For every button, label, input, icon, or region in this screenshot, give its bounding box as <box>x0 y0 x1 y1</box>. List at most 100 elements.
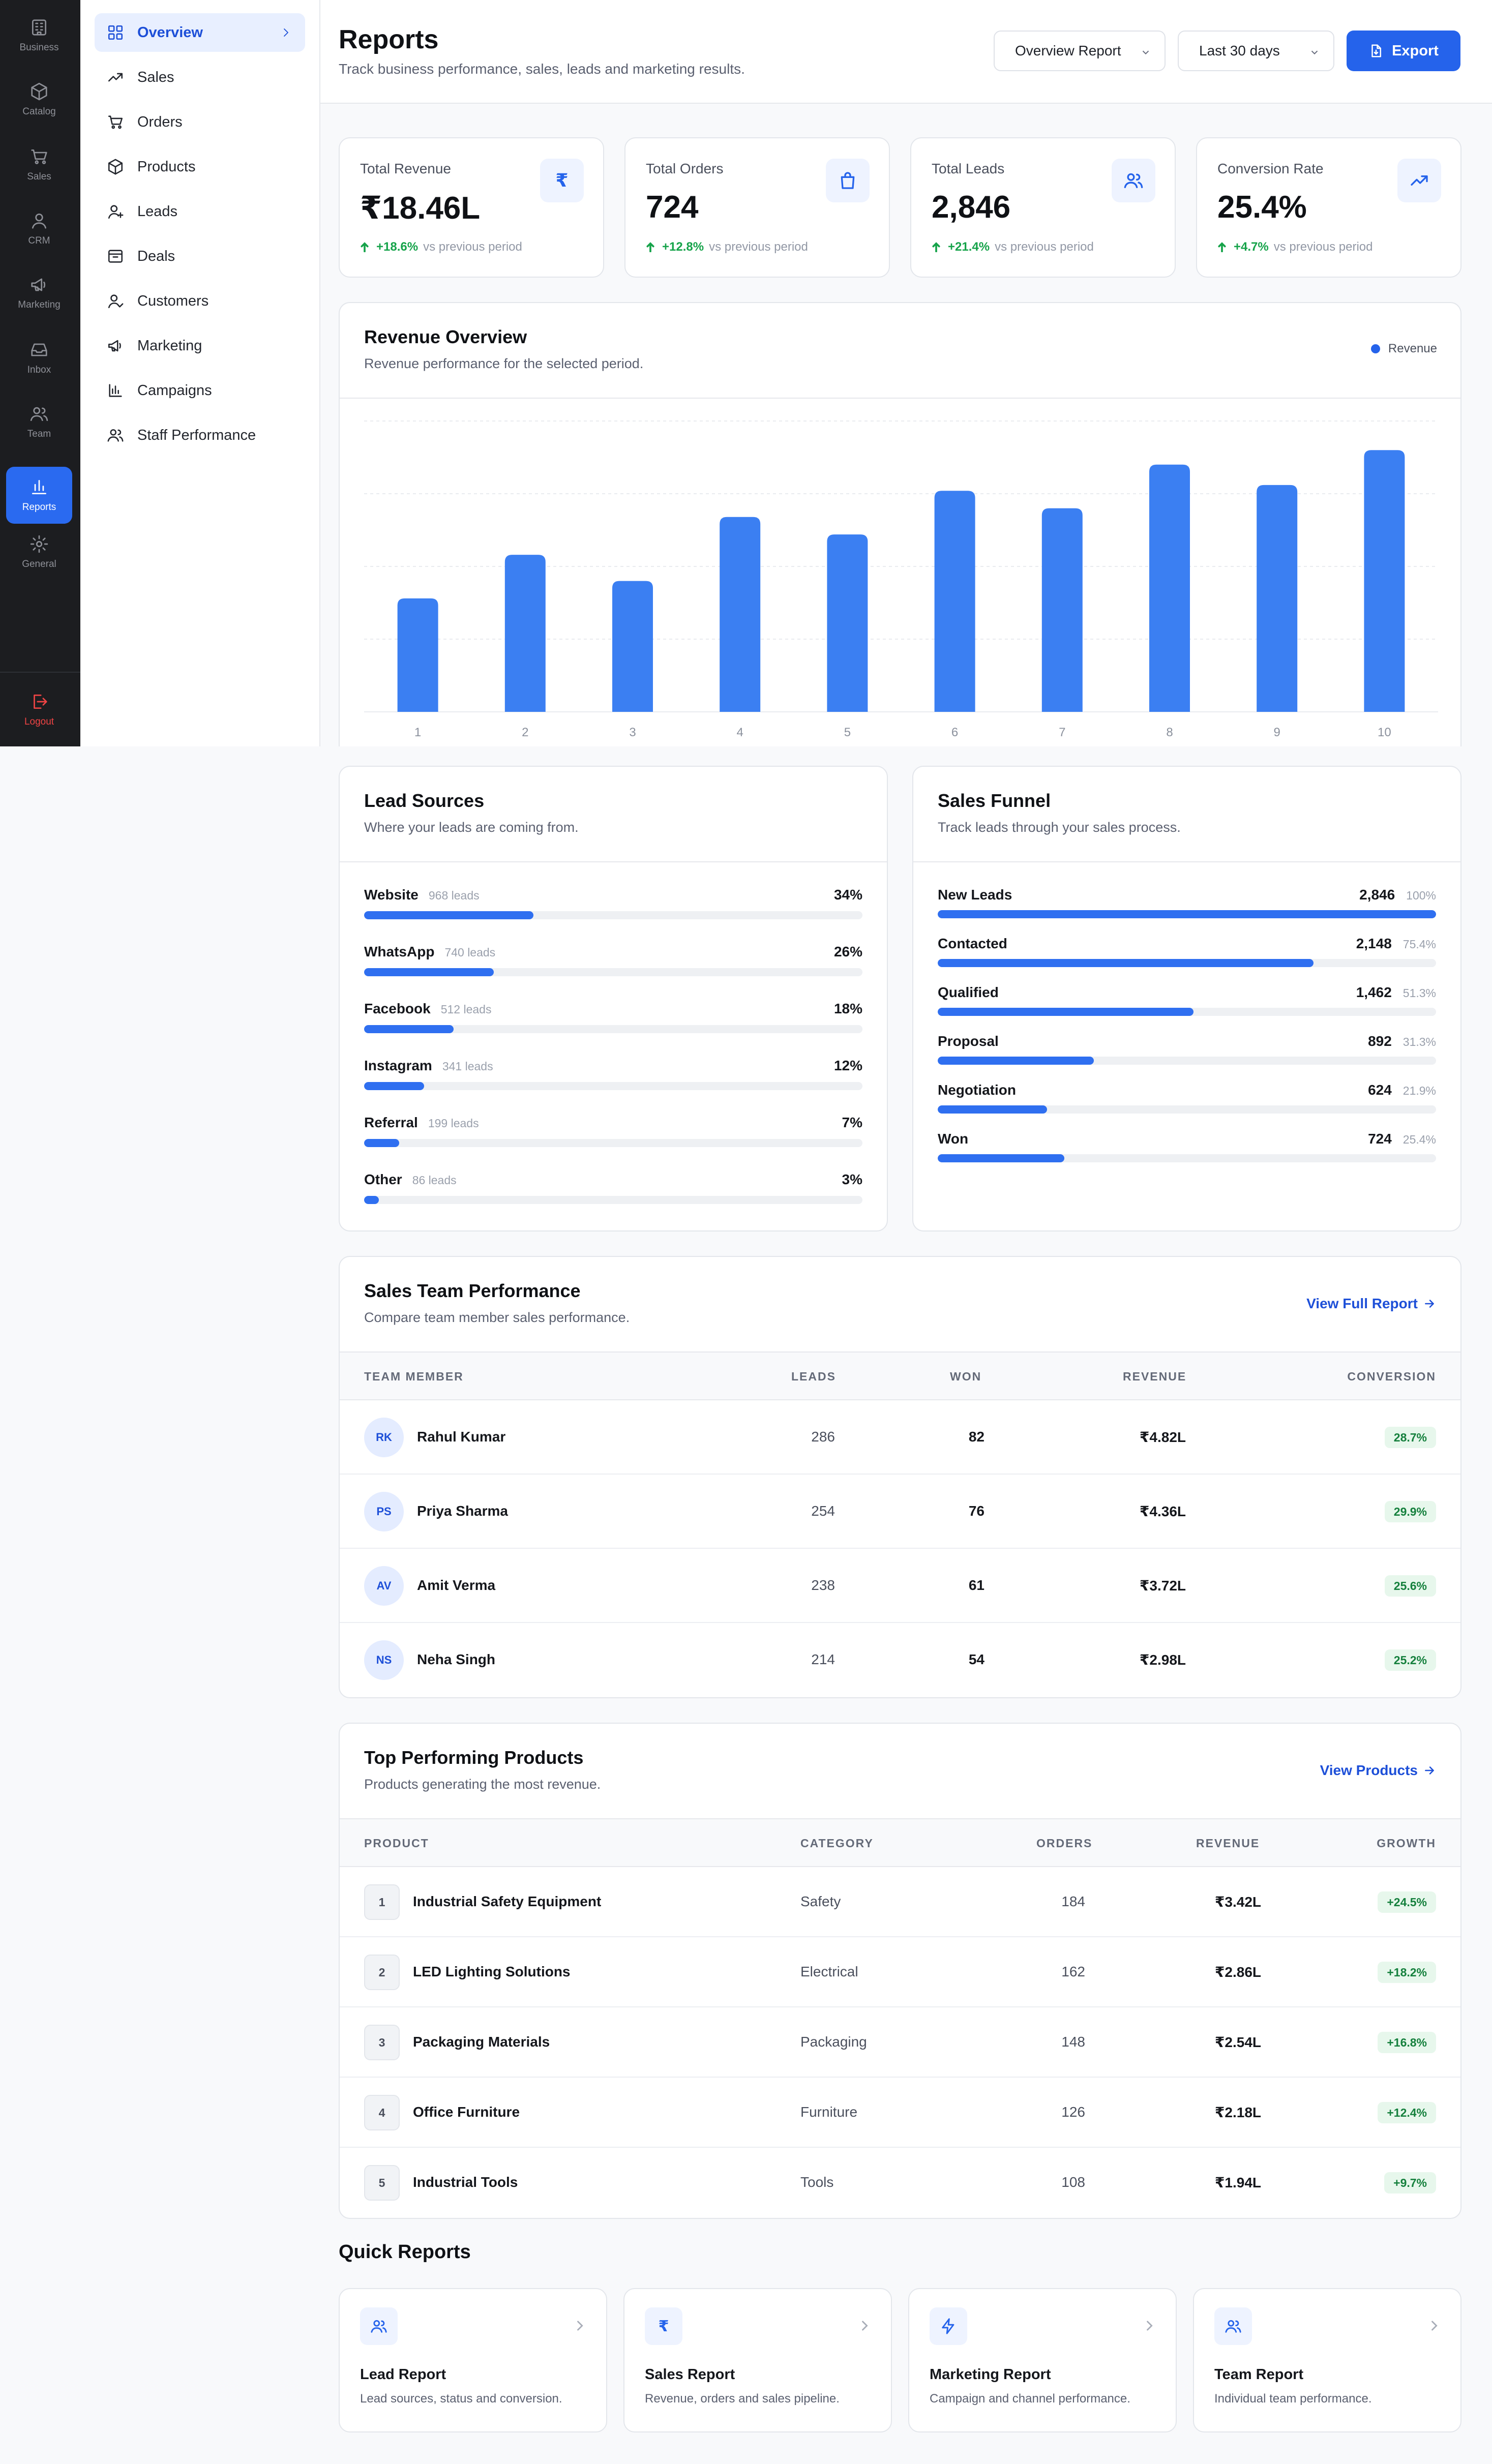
page-header: Reports Track business performance, sale… <box>320 0 1492 104</box>
lightning-icon <box>930 2307 967 2345</box>
chart-bar[interactable] <box>1149 464 1190 712</box>
member-leads: 238 <box>811 1577 835 1593</box>
file-export-icon <box>1371 44 1382 57</box>
card-subtitle: Compare team member sales performance. <box>364 1310 630 1325</box>
quick-report-lead[interactable]: Lead Report Lead sources, status and con… <box>339 2288 607 2432</box>
chart-bar[interactable] <box>397 598 438 712</box>
submenu-item-overview[interactable]: Overview <box>95 13 305 52</box>
chart-bar[interactable] <box>612 581 653 712</box>
funnel-stage-label: Negotiation <box>938 1082 1016 1098</box>
product-orders: 184 <box>1061 1894 1085 1909</box>
submenu-item-leads[interactable]: Leads <box>95 192 305 231</box>
submenu-item-staff-performance[interactable]: Staff Performance <box>95 416 305 455</box>
rail-item-marketing[interactable]: Marketing <box>6 264 72 321</box>
rail-item-inbox[interactable]: Inbox <box>6 329 72 386</box>
view-products-link[interactable]: View Products <box>1320 1762 1436 1779</box>
megaphone-icon <box>31 278 46 291</box>
submenu-item-marketing[interactable]: Marketing <box>95 326 305 365</box>
report-type-select[interactable]: Overview Report <box>994 31 1166 71</box>
funnel-stage-label: Won <box>938 1131 969 1147</box>
quick-report-name: Lead Report <box>360 2366 446 2383</box>
cart-icon <box>31 149 47 164</box>
submenu-item-deals[interactable]: Deals <box>95 237 305 276</box>
chart-bar[interactable] <box>827 534 868 712</box>
lead-source-percent: 3% <box>842 1171 862 1187</box>
product-orders: 148 <box>1061 2034 1085 2050</box>
view-full-report-link[interactable]: View Full Report <box>1306 1296 1436 1312</box>
reports-submenu: Overview Sales Orders Products Leads Dea… <box>80 0 320 746</box>
quick-report-marketing[interactable]: Marketing Report Campaign and channel pe… <box>908 2288 1177 2432</box>
rail-item-business[interactable]: Business <box>6 7 72 64</box>
kpi-card-revenue: Total Revenue ₹18.46L +18.6% vs previous… <box>339 137 604 278</box>
product-name: Packaging Materials <box>413 2034 550 2050</box>
product-name: Office Furniture <box>413 2104 520 2120</box>
product-orders: 162 <box>1061 1964 1085 1979</box>
product-revenue: ₹1.94L <box>1214 2175 1261 2190</box>
member-revenue: ₹3.72L <box>1139 1578 1186 1594</box>
rail-item-general[interactable]: General <box>6 524 72 581</box>
table-row[interactable]: AV Amit Verma 238 61 ₹3.72L 25.6% <box>340 1549 1460 1623</box>
avatar: NS <box>364 1640 404 1680</box>
x-tick-label: 6 <box>951 726 958 739</box>
logout-button[interactable]: Logout <box>6 681 72 738</box>
rail-item-catalog[interactable]: Catalog <box>6 71 72 128</box>
table-row[interactable]: 1 Industrial Safety Equipment Safety 184 ₹3.… <box>340 1867 1460 1937</box>
quick-report-name: Marketing Report <box>930 2366 1051 2383</box>
growth-badge: +12.4% <box>1378 2102 1436 2123</box>
progress-track <box>938 1105 1436 1114</box>
chart-bar[interactable] <box>1364 450 1405 712</box>
quick-report-team[interactable]: Team Report Individual team performance. <box>1193 2288 1461 2432</box>
conversion-badge: 28.7% <box>1384 1427 1436 1448</box>
rail-item-reports[interactable]: Reports <box>6 467 72 524</box>
table-row[interactable]: 5 Industrial Tools Tools 108 ₹1.94L +9.7% <box>340 2148 1460 2218</box>
export-button[interactable]: Export <box>1347 31 1460 71</box>
lead-source-label: Referral 199 leads <box>364 1115 479 1130</box>
table-row[interactable]: NS Neha Singh 214 54 ₹2.98L 25.2% <box>340 1623 1460 1697</box>
chart-bar[interactable] <box>1041 508 1083 712</box>
card-subtitle: Where your leads are coming from. <box>364 820 579 835</box>
chart-bar[interactable] <box>720 517 761 712</box>
submenu-item-products[interactable]: Products <box>95 147 305 186</box>
kpi-trend: +12.8% vs previous period <box>646 240 808 254</box>
rail-item-sales[interactable]: Sales <box>6 136 72 193</box>
bar-chart-icon <box>109 384 122 397</box>
quick-report-sales[interactable]: ₹ Sales Report Revenue, orders and sales… <box>623 2288 892 2432</box>
user-check-icon <box>108 294 124 309</box>
x-tick-label: 4 <box>737 726 743 739</box>
product-category: Tools <box>800 2174 834 2190</box>
table-row[interactable]: PS Priya Sharma 254 76 ₹4.36L 29.9% <box>340 1475 1460 1549</box>
lead-source-percent: 7% <box>842 1115 862 1130</box>
member-revenue: ₹2.98L <box>1139 1652 1186 1668</box>
arrow-right-icon <box>1425 1766 1434 1775</box>
lead-source-label: Other 86 leads <box>364 1171 457 1187</box>
progress-fill <box>938 959 1314 967</box>
gear-icon <box>30 535 48 553</box>
chevron-right-icon <box>1431 2321 1438 2331</box>
table-row[interactable]: RK Rahul Kumar 286 82 ₹4.82L 28.7% <box>340 1400 1460 1475</box>
rank-badge: 3 <box>364 2025 400 2060</box>
chart-bar[interactable] <box>934 491 975 712</box>
column-header: LEADS <box>791 1370 836 1383</box>
card-title: Sales Funnel <box>938 790 1051 811</box>
sales-funnel-card: Sales Funnel Track leads through your sa… <box>912 766 1461 1231</box>
period-select[interactable]: Last 30 days <box>1178 31 1334 71</box>
column-header: WON <box>950 1370 982 1383</box>
shopping-bag-icon <box>826 159 870 202</box>
box-icon <box>31 82 47 101</box>
table-row[interactable]: 3 Packaging Materials Packaging 148 ₹2.54L +1… <box>340 2007 1460 2078</box>
archive-icon <box>108 250 123 263</box>
product-name: Industrial Safety Equipment <box>413 1894 602 1909</box>
submenu-item-campaigns[interactable]: Campaigns <box>95 371 305 410</box>
submenu-item-orders[interactable]: Orders <box>95 103 305 141</box>
table-row[interactable]: 4 Office Furniture Furniture 126 ₹2.18L +12.4… <box>340 2078 1460 2148</box>
table-row[interactable]: 2 LED Lighting Solutions Electrical 162 ₹2.8… <box>340 1937 1460 2007</box>
chart-bar[interactable] <box>504 555 546 712</box>
quick-report-desc: Revenue, orders and sales pipeline. <box>645 2392 840 2406</box>
product-name: Industrial Tools <box>413 2174 518 2190</box>
submenu-item-customers[interactable]: Customers <box>95 282 305 320</box>
progress-track <box>364 1025 862 1033</box>
chart-bar[interactable] <box>1257 485 1298 712</box>
submenu-item-sales[interactable]: Sales <box>95 58 305 97</box>
rail-item-crm[interactable]: CRM <box>6 200 72 257</box>
rail-item-team[interactable]: Team <box>6 394 72 450</box>
